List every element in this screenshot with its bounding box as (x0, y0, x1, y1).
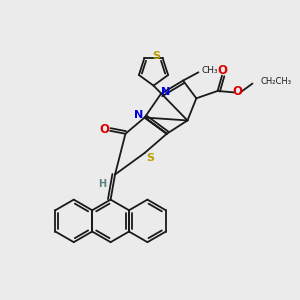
Text: O: O (218, 64, 228, 77)
Text: S: S (146, 153, 154, 163)
Text: CH₂CH₃: CH₂CH₃ (260, 77, 291, 86)
Text: CH₃: CH₃ (202, 66, 219, 75)
Text: O: O (232, 85, 242, 98)
Text: O: O (100, 123, 110, 136)
Text: N: N (161, 87, 170, 98)
Text: S: S (152, 51, 160, 61)
Text: H: H (98, 179, 106, 189)
Text: N: N (134, 110, 143, 120)
